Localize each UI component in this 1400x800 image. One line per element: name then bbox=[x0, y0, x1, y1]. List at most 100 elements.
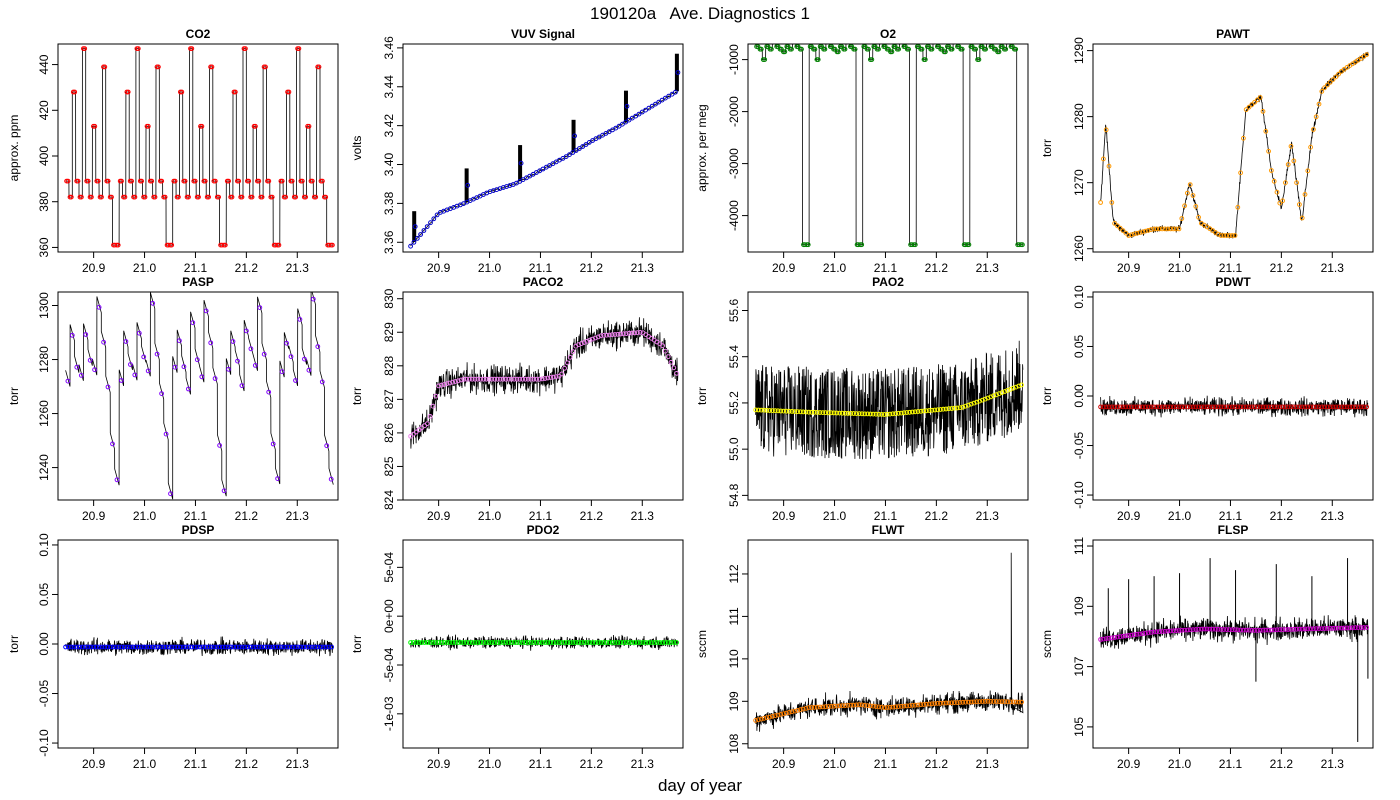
data-point bbox=[1271, 404, 1277, 410]
data-point bbox=[1285, 162, 1291, 167]
y-tick-label: 111 bbox=[1072, 537, 1086, 556]
data-point bbox=[1204, 404, 1210, 410]
data-point bbox=[301, 644, 307, 650]
data-point bbox=[1227, 404, 1232, 410]
data-point bbox=[559, 371, 565, 377]
data-point bbox=[1243, 107, 1249, 112]
data-point bbox=[773, 37, 777, 41]
data-point bbox=[467, 640, 472, 645]
data-point bbox=[918, 408, 924, 414]
y-tick-label: 3.36 bbox=[382, 230, 396, 254]
data-point bbox=[991, 699, 996, 704]
data-point bbox=[434, 212, 440, 218]
data-point bbox=[1162, 226, 1168, 232]
data-point bbox=[675, 70, 681, 75]
data-point bbox=[155, 644, 161, 650]
data-point bbox=[761, 716, 767, 721]
y-axis-label: torr bbox=[695, 387, 709, 405]
data-point bbox=[235, 358, 240, 364]
x-tick-label: 21.2 bbox=[1270, 757, 1294, 771]
data-point bbox=[900, 40, 904, 44]
data-point bbox=[92, 367, 97, 373]
data-point bbox=[584, 338, 590, 344]
x-tick-label: 21.1 bbox=[1219, 261, 1243, 275]
data-point bbox=[154, 351, 160, 357]
data-point bbox=[281, 644, 287, 650]
data-point bbox=[1165, 404, 1171, 410]
x-tick-label: 21.3 bbox=[631, 757, 655, 771]
data-point bbox=[1131, 404, 1137, 410]
data-point bbox=[656, 99, 662, 105]
data-point bbox=[1207, 626, 1213, 632]
data-point bbox=[1347, 625, 1353, 631]
data-point bbox=[275, 476, 281, 482]
data-point bbox=[616, 123, 622, 129]
data-point bbox=[278, 644, 284, 650]
data-point bbox=[954, 40, 958, 44]
data-point bbox=[316, 64, 322, 70]
data-point bbox=[1187, 404, 1193, 410]
data-point bbox=[907, 703, 912, 709]
data-point bbox=[190, 320, 196, 326]
data-point bbox=[194, 357, 200, 363]
data-point bbox=[957, 405, 963, 411]
data-point bbox=[324, 443, 330, 449]
plot-area bbox=[753, 340, 1024, 460]
y-tick-label: 105 bbox=[1072, 717, 1086, 737]
data-point bbox=[242, 644, 248, 650]
data-point bbox=[799, 46, 804, 52]
data-point bbox=[455, 640, 461, 645]
data-point bbox=[105, 384, 111, 390]
data-point bbox=[1336, 404, 1341, 410]
data-point bbox=[262, 644, 267, 650]
data-point bbox=[583, 142, 589, 147]
data-point bbox=[430, 640, 436, 645]
plot-area bbox=[1098, 51, 1369, 239]
data-point bbox=[208, 340, 214, 346]
data-point bbox=[1134, 404, 1140, 410]
series-line bbox=[1100, 395, 1369, 418]
data-point bbox=[128, 362, 133, 367]
plot-frame bbox=[1092, 539, 1374, 749]
data-point bbox=[209, 64, 215, 70]
data-point bbox=[542, 376, 548, 381]
data-point bbox=[1123, 230, 1129, 236]
data-point bbox=[95, 178, 101, 184]
data-point bbox=[1274, 627, 1280, 633]
data-point bbox=[789, 409, 795, 414]
data-point bbox=[567, 640, 573, 645]
data-point bbox=[293, 194, 299, 200]
data-point bbox=[1176, 226, 1182, 232]
data-point bbox=[666, 93, 672, 99]
data-point bbox=[1271, 178, 1277, 184]
data-point bbox=[444, 640, 450, 645]
data-point bbox=[910, 409, 915, 415]
data-point bbox=[1159, 629, 1165, 634]
data-point bbox=[99, 194, 104, 200]
y-tick-label: -0.05 bbox=[1072, 432, 1086, 460]
data-point bbox=[1355, 404, 1361, 410]
data-point bbox=[778, 712, 784, 717]
data-point bbox=[427, 414, 433, 419]
plot-area bbox=[1098, 558, 1369, 742]
x-tick-label: 21.3 bbox=[1321, 509, 1345, 523]
data-point bbox=[138, 644, 144, 650]
data-point bbox=[887, 411, 893, 417]
data-point bbox=[1308, 404, 1313, 410]
y-tick-label: 111 bbox=[727, 607, 741, 626]
data-point bbox=[65, 178, 71, 184]
x-tick-label: 20.9 bbox=[427, 261, 451, 275]
x-tick-label: 20.9 bbox=[82, 261, 106, 275]
data-point bbox=[968, 401, 974, 407]
data-point bbox=[472, 376, 478, 382]
data-point bbox=[1185, 190, 1190, 196]
data-point bbox=[1283, 404, 1288, 410]
data-point bbox=[124, 644, 130, 650]
data-point bbox=[636, 111, 642, 117]
data-point bbox=[792, 40, 796, 44]
data-point bbox=[323, 194, 329, 200]
data-point bbox=[200, 644, 206, 650]
data-point bbox=[472, 640, 478, 645]
data-point bbox=[189, 46, 195, 51]
data-point bbox=[671, 365, 677, 371]
